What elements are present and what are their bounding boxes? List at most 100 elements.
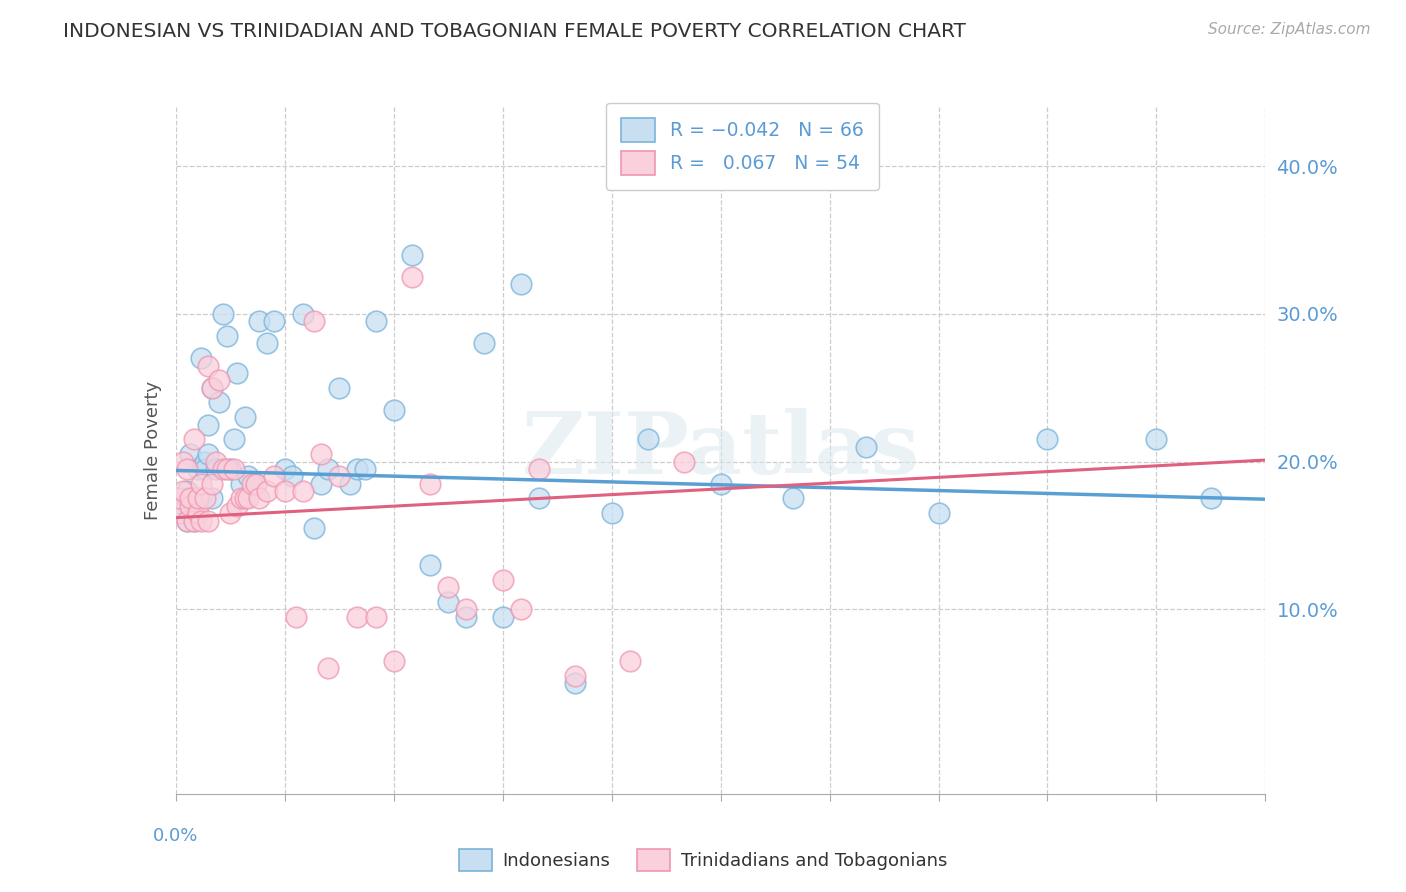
Point bbox=[186, 491, 209, 506]
Point bbox=[364, 609, 387, 624]
Point bbox=[233, 491, 256, 506]
Point bbox=[263, 469, 285, 483]
Point bbox=[274, 484, 297, 499]
Point bbox=[419, 558, 441, 572]
Point bbox=[456, 609, 478, 624]
Point bbox=[186, 499, 209, 513]
Point bbox=[238, 491, 260, 506]
Point bbox=[194, 462, 217, 476]
Point bbox=[302, 521, 325, 535]
Point bbox=[219, 462, 242, 476]
Point bbox=[201, 381, 224, 395]
Point bbox=[855, 440, 877, 454]
Point bbox=[509, 602, 531, 616]
Point bbox=[600, 506, 623, 520]
Point bbox=[1146, 433, 1168, 447]
Point bbox=[204, 454, 226, 468]
Text: Source: ZipAtlas.com: Source: ZipAtlas.com bbox=[1208, 22, 1371, 37]
Point bbox=[190, 491, 212, 506]
Point bbox=[245, 476, 267, 491]
Point bbox=[186, 462, 209, 476]
Point bbox=[197, 447, 219, 461]
Point bbox=[190, 476, 212, 491]
Point bbox=[172, 454, 194, 468]
Point bbox=[176, 491, 198, 506]
Point bbox=[1036, 433, 1059, 447]
Point bbox=[318, 462, 340, 476]
Point bbox=[179, 491, 201, 506]
Point bbox=[208, 373, 231, 387]
Point bbox=[291, 484, 314, 499]
Text: INDONESIAN VS TRINIDADIAN AND TOBAGONIAN FEMALE POVERTY CORRELATION CHART: INDONESIAN VS TRINIDADIAN AND TOBAGONIAN… bbox=[63, 22, 966, 41]
Text: 0.0%: 0.0% bbox=[153, 827, 198, 845]
Point bbox=[238, 469, 260, 483]
Point bbox=[233, 410, 256, 425]
Point bbox=[183, 514, 205, 528]
Point bbox=[183, 491, 205, 506]
Legend: R = −0.042   N = 66, R =   0.067   N = 54: R = −0.042 N = 66, R = 0.067 N = 54 bbox=[606, 103, 879, 190]
Point bbox=[169, 491, 191, 506]
Point bbox=[527, 491, 550, 506]
Point bbox=[302, 314, 325, 328]
Point bbox=[309, 476, 332, 491]
Point bbox=[169, 506, 191, 520]
Point bbox=[186, 506, 209, 520]
Point bbox=[194, 454, 217, 468]
Point bbox=[169, 491, 191, 506]
Point bbox=[176, 462, 198, 476]
Point bbox=[346, 609, 368, 624]
Point bbox=[226, 366, 249, 380]
Point bbox=[263, 314, 285, 328]
Point bbox=[456, 602, 478, 616]
Text: ZIPatlas: ZIPatlas bbox=[522, 409, 920, 492]
Point bbox=[183, 499, 205, 513]
Point bbox=[281, 469, 304, 483]
Point bbox=[176, 514, 198, 528]
Point bbox=[673, 454, 696, 468]
Point bbox=[222, 433, 245, 447]
Point bbox=[179, 506, 201, 520]
Point bbox=[172, 506, 194, 520]
Point bbox=[928, 506, 950, 520]
Point bbox=[419, 476, 441, 491]
Point bbox=[364, 314, 387, 328]
Point bbox=[247, 314, 270, 328]
Point bbox=[509, 277, 531, 292]
Point bbox=[212, 462, 235, 476]
Point bbox=[492, 573, 515, 587]
Point bbox=[527, 462, 550, 476]
Point bbox=[183, 433, 205, 447]
Point bbox=[328, 381, 350, 395]
Point bbox=[318, 661, 340, 675]
Point bbox=[474, 336, 496, 351]
Point bbox=[492, 609, 515, 624]
Point bbox=[437, 595, 460, 609]
Point bbox=[245, 476, 267, 491]
Point bbox=[256, 484, 278, 499]
Y-axis label: Female Poverty: Female Poverty bbox=[143, 381, 162, 520]
Point bbox=[382, 654, 405, 668]
Point bbox=[353, 462, 375, 476]
Point bbox=[172, 499, 194, 513]
Point bbox=[782, 491, 804, 506]
Point bbox=[247, 491, 270, 506]
Point bbox=[190, 514, 212, 528]
Point bbox=[231, 476, 253, 491]
Point bbox=[197, 417, 219, 432]
Point bbox=[169, 506, 191, 520]
Point bbox=[339, 476, 361, 491]
Point bbox=[197, 359, 219, 373]
Point bbox=[437, 580, 460, 594]
Point bbox=[212, 307, 235, 321]
Point bbox=[710, 476, 733, 491]
Point bbox=[564, 669, 586, 683]
Point bbox=[208, 395, 231, 409]
Point bbox=[179, 499, 201, 513]
Point bbox=[183, 514, 205, 528]
Point bbox=[256, 336, 278, 351]
Point bbox=[619, 654, 641, 668]
Point bbox=[201, 476, 224, 491]
Point bbox=[215, 329, 238, 343]
Point bbox=[172, 484, 194, 499]
Legend: Indonesians, Trinidadians and Tobagonians: Indonesians, Trinidadians and Tobagonian… bbox=[451, 842, 955, 879]
